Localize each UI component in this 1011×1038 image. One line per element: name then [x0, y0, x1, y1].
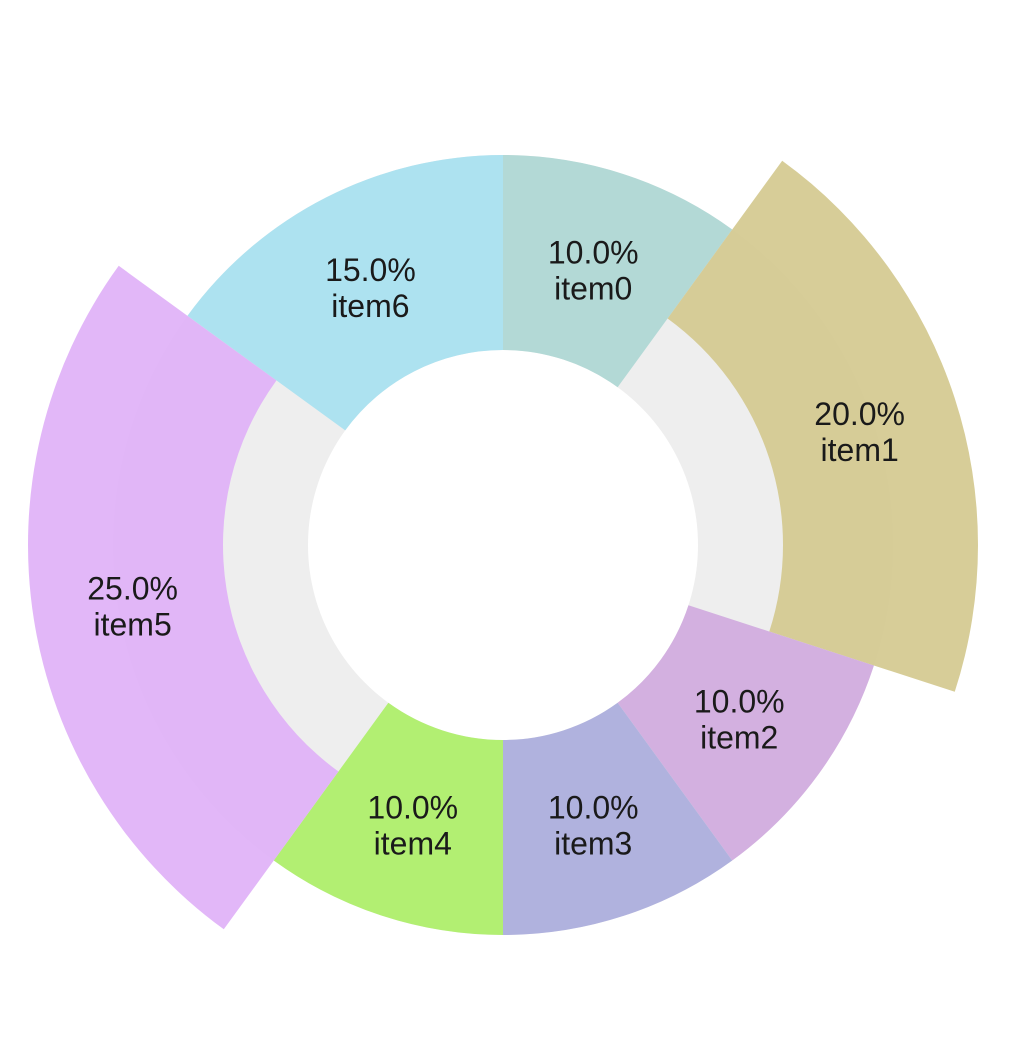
- slice-item0[interactable]: [503, 155, 733, 388]
- slice-layer: [27, 155, 978, 935]
- slice-item6[interactable]: [187, 155, 503, 431]
- slice-name-label: item2: [700, 720, 778, 756]
- slice-item5[interactable]: [27, 265, 339, 930]
- slice-percent-label: 10.0%: [548, 790, 639, 826]
- slice-percent-label: 10.0%: [548, 234, 639, 270]
- slice-name-label: item5: [93, 607, 171, 643]
- slice-item3[interactable]: [503, 702, 733, 935]
- slice-name-label: item4: [374, 826, 452, 862]
- slice-percent-label: 10.0%: [367, 790, 458, 826]
- slice-percent-label: 10.0%: [694, 684, 785, 720]
- slice-percent-label: 25.0%: [87, 571, 178, 607]
- slice-percent-label: 20.0%: [814, 396, 905, 432]
- slice-name-label: item3: [554, 826, 632, 862]
- slice-item4[interactable]: [273, 702, 503, 935]
- slice-item1[interactable]: [667, 160, 978, 692]
- slice-item2[interactable]: [617, 605, 874, 861]
- slice-name-label: item1: [821, 432, 899, 468]
- slice-name-label: item6: [331, 288, 409, 324]
- label-layer: 10.0%item020.0%item110.0%item210.0%item3…: [87, 234, 905, 861]
- slice-percent-label: 15.0%: [325, 252, 416, 288]
- slice-name-label: item0: [554, 270, 632, 306]
